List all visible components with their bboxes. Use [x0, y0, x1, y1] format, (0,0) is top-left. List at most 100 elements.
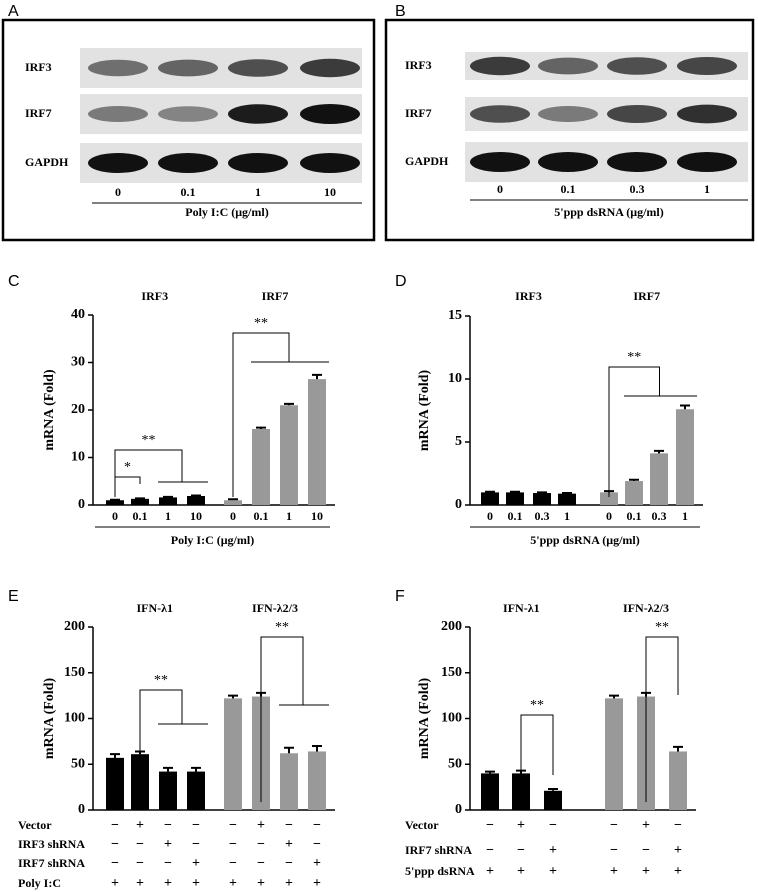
x-tick-label: 0	[606, 509, 612, 523]
bar	[106, 757, 124, 810]
y-tick-label: 50	[448, 756, 462, 771]
significance-label: **	[627, 350, 641, 365]
series-name: IRF3	[515, 289, 542, 303]
bar	[187, 495, 205, 505]
condition-label: IRF7 shRNA	[405, 843, 472, 857]
panel-letter: A	[8, 3, 19, 20]
y-tick-label: 0	[78, 497, 85, 512]
condition-sign: +	[674, 864, 682, 879]
bar	[280, 753, 298, 810]
x-axis-label: Poly I:C (μg/ml)	[171, 533, 254, 547]
condition-label: Vector	[18, 818, 52, 832]
series-name: IRF7	[633, 289, 660, 303]
x-axis-label: 5'ppp dsRNA (μg/ml)	[554, 205, 664, 219]
error-bar	[548, 787, 558, 791]
error-bar	[537, 491, 547, 494]
x-tick-label: 1	[564, 509, 570, 523]
y-tick-label: 200	[64, 619, 85, 634]
significance-label: **	[275, 620, 289, 635]
blot-band	[607, 152, 667, 172]
error-bar	[629, 478, 639, 482]
error-bar	[673, 745, 683, 752]
panel-frame	[384, 18, 755, 242]
blot-band	[538, 152, 598, 172]
series-name: IFN-λ1	[136, 601, 173, 615]
blot-row-label: IRF3	[25, 60, 52, 74]
bar	[308, 379, 326, 505]
bar	[224, 500, 242, 505]
lane-label: 1	[255, 185, 261, 199]
x-tick-label: 0.1	[254, 509, 269, 523]
error-bar	[485, 490, 495, 493]
error-bar	[191, 766, 201, 772]
condition-sign: +	[486, 864, 494, 879]
y-tick-label: 100	[441, 711, 462, 726]
x-tick-label: 0.3	[535, 509, 550, 523]
condition-sign: +	[111, 876, 119, 891]
blot-band	[228, 153, 288, 173]
error-bar	[228, 498, 238, 501]
significance-label: **	[254, 316, 268, 331]
y-axis-label: mRNA (Fold)	[42, 678, 57, 760]
condition-label: IRF3 shRNA	[18, 837, 85, 851]
error-bar	[510, 490, 520, 493]
y-tick-label: 40	[71, 307, 85, 322]
significance-bracket	[114, 449, 208, 497]
error-bar	[680, 404, 690, 410]
condition-sign: +	[164, 876, 172, 891]
blot-band	[470, 56, 530, 76]
condition-label: 5'ppp dsRNA	[405, 864, 475, 878]
lane-label: 0	[497, 182, 503, 196]
blot-band	[300, 153, 360, 173]
bar	[650, 453, 668, 505]
condition-sign: +	[164, 837, 172, 852]
series-name: IFN-λ2/3	[623, 601, 669, 615]
y-tick-label: 0	[78, 802, 85, 817]
x-tick-label: 0.1	[133, 509, 148, 523]
condition-sign: −	[164, 856, 172, 871]
condition-sign: −	[111, 837, 119, 852]
condition-label: Vector	[405, 818, 439, 832]
x-tick-label: 0	[230, 509, 236, 523]
panel-letter: B	[395, 3, 406, 20]
bar	[131, 498, 149, 505]
x-axis-label: Poly I:C (μg/ml)	[185, 205, 268, 219]
bar	[308, 751, 326, 810]
blot-band	[158, 153, 218, 173]
blot-row-label: GAPDH	[25, 155, 69, 169]
panel-letter: D	[395, 273, 407, 290]
condition-sign: −	[313, 837, 321, 852]
condition-sign: −	[610, 843, 618, 858]
significance-bracket	[645, 636, 679, 802]
condition-sign: +	[549, 843, 557, 858]
blot-band	[677, 57, 737, 75]
y-axis-label: mRNA (Fold)	[42, 369, 57, 451]
error-bar	[562, 492, 572, 495]
panel-letter: C	[8, 273, 20, 290]
condition-sign: −	[313, 818, 321, 833]
y-tick-label: 150	[64, 665, 85, 680]
condition-label: IRF7 shRNA	[18, 856, 85, 870]
error-bar	[228, 694, 238, 699]
condition-sign: +	[517, 818, 525, 833]
blot-band	[88, 106, 148, 122]
bar	[605, 698, 623, 810]
condition-sign: +	[257, 818, 265, 833]
significance-bracket	[608, 366, 697, 497]
y-axis-label: mRNA (Fold)	[417, 370, 432, 452]
blot-band	[158, 59, 218, 77]
y-tick-label: 0	[455, 802, 462, 817]
y-tick-label: 200	[441, 619, 462, 634]
panel-frame	[1, 18, 376, 242]
bar	[187, 771, 205, 810]
blot-band	[88, 153, 148, 173]
condition-sign: −	[674, 818, 682, 833]
condition-sign: −	[285, 818, 293, 833]
condition-sign: −	[257, 837, 265, 852]
error-bar	[609, 694, 619, 699]
error-bar	[485, 770, 495, 774]
bar	[669, 751, 687, 810]
condition-sign: −	[486, 843, 494, 858]
blot-band	[228, 59, 288, 77]
error-bar	[284, 402, 294, 406]
